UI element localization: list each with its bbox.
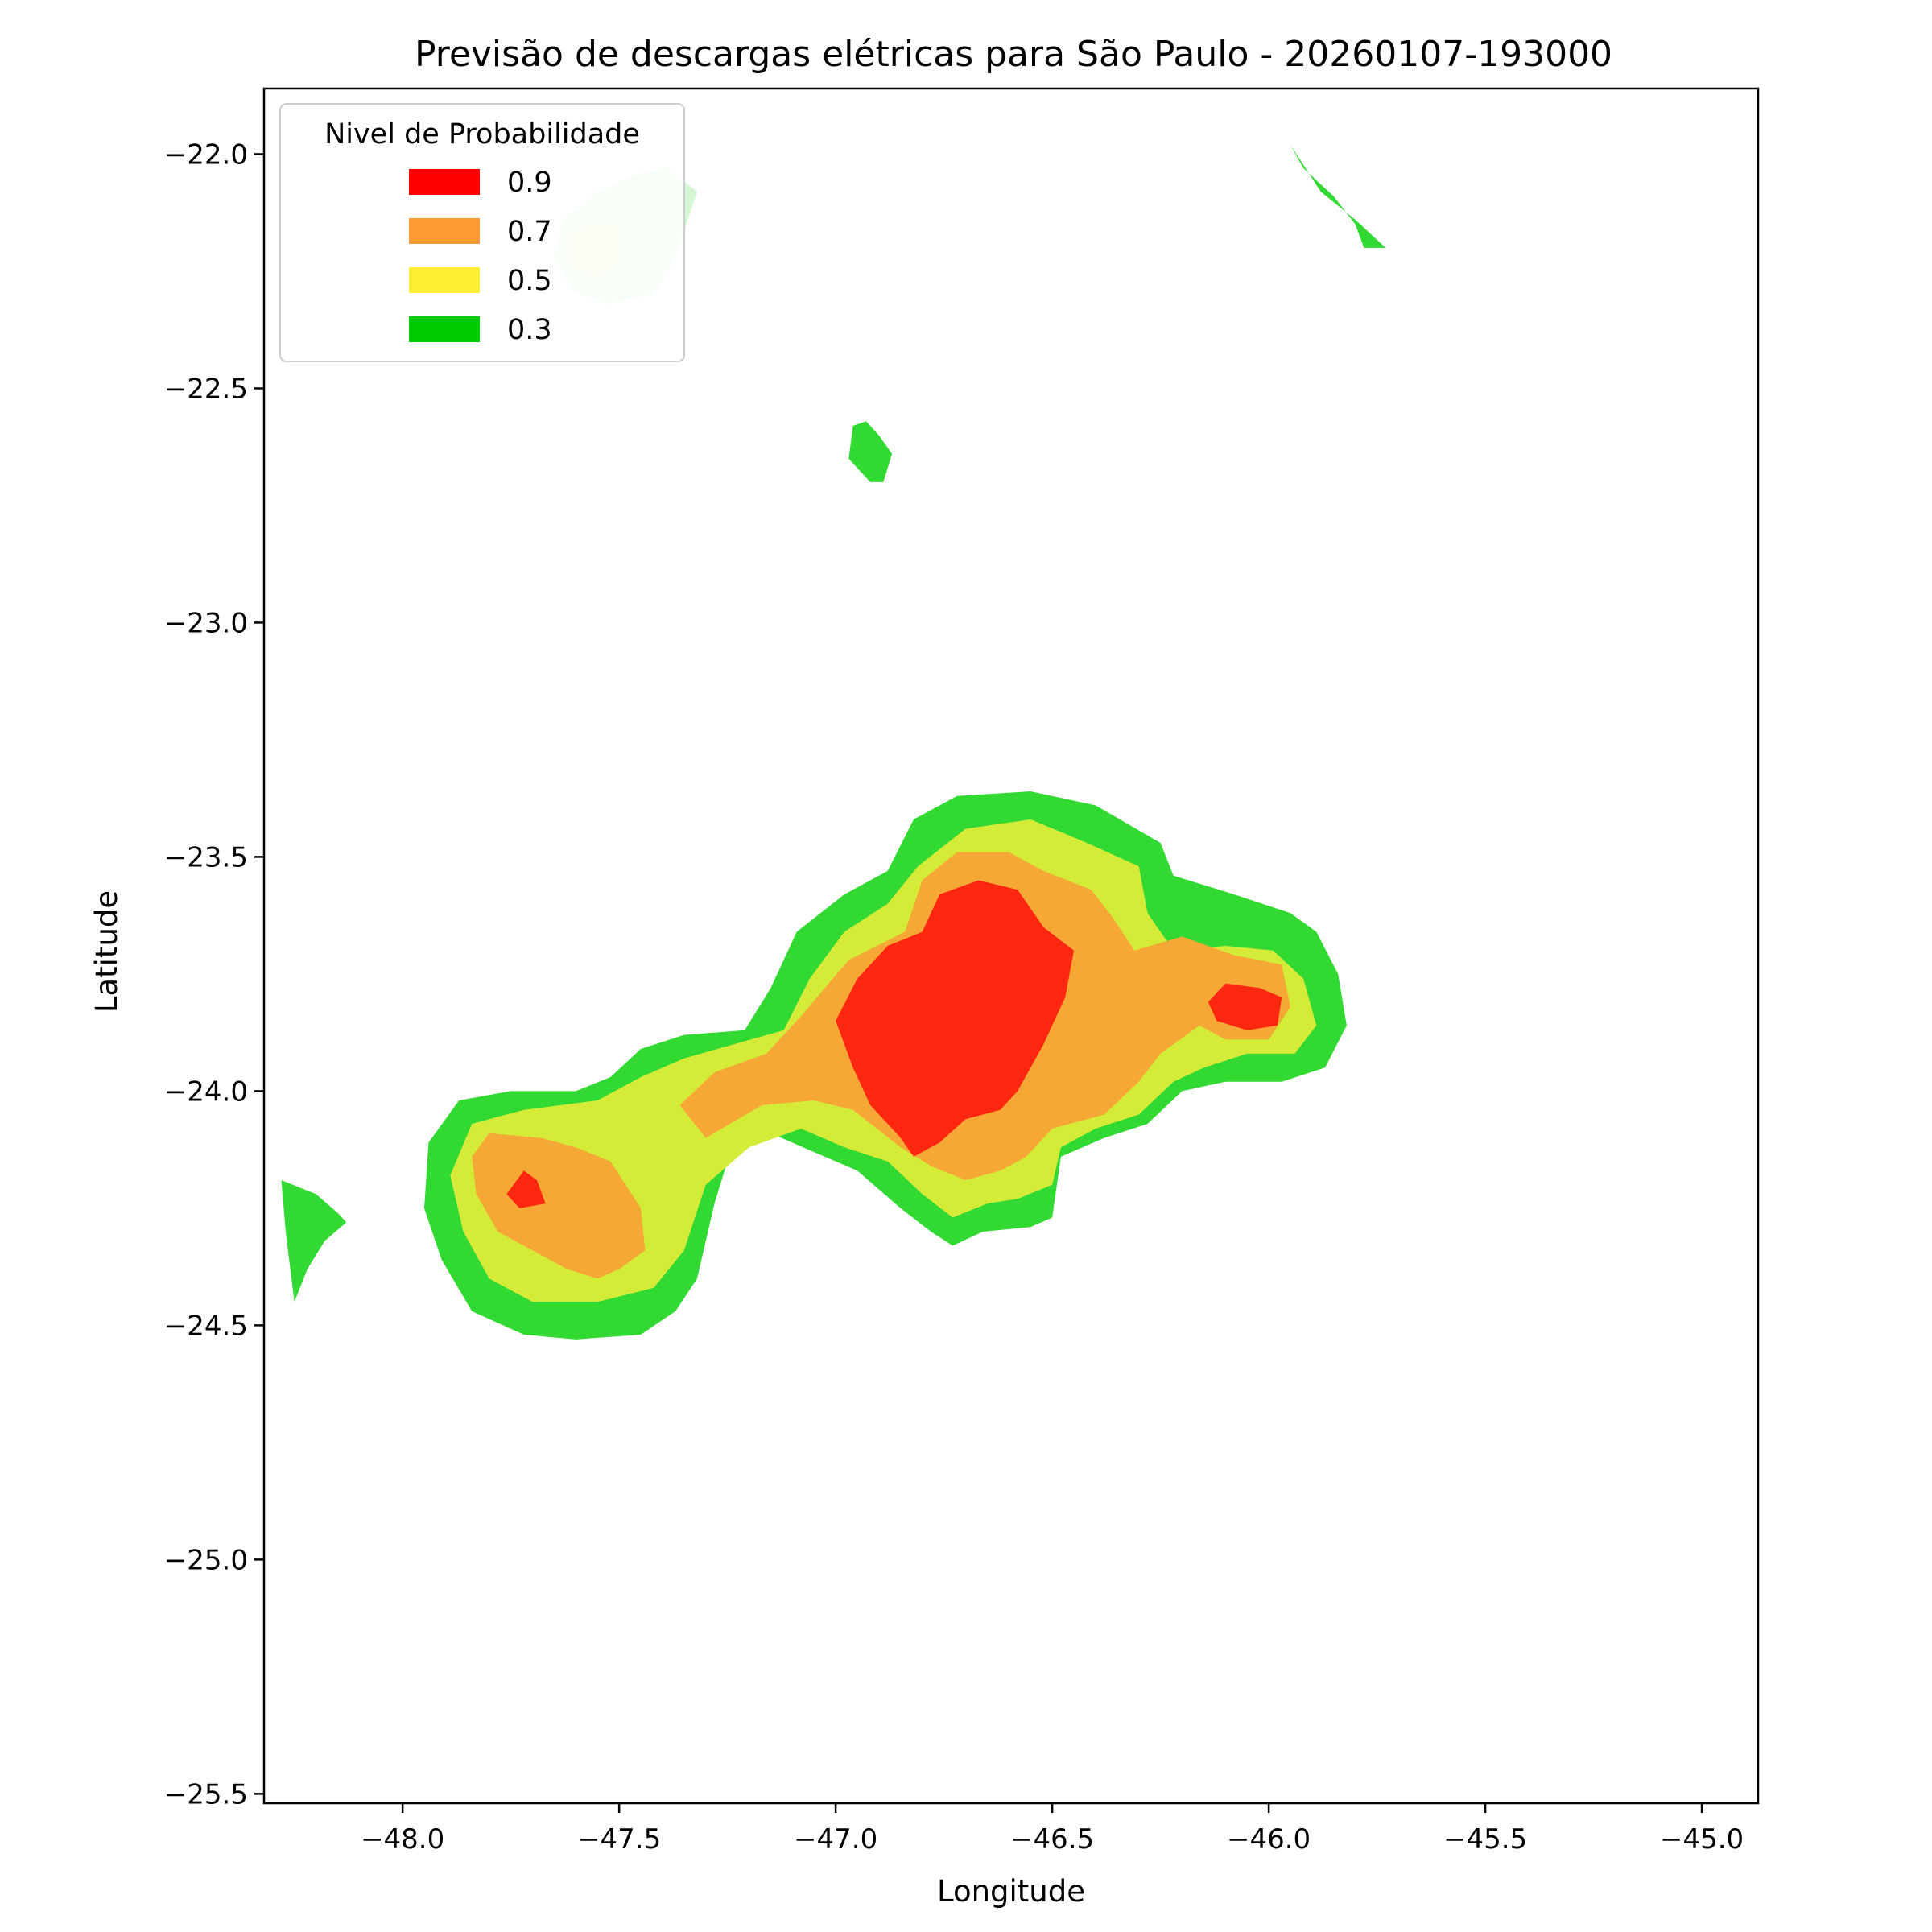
legend-label: 0.9 (507, 167, 552, 199)
legend-label: 0.5 (507, 265, 552, 297)
legend-label: 0.3 (507, 314, 552, 346)
contour-region-03-9 (281, 1180, 347, 1302)
y-tick-label: −23.5 (164, 841, 248, 873)
x-tick-label: −46.5 (1010, 1823, 1094, 1856)
plot-frame (262, 87, 1760, 1805)
y-tick-label: −23.0 (164, 607, 248, 639)
x-tick-label: −45.0 (1660, 1823, 1744, 1856)
legend-swatch (409, 267, 480, 293)
legend-swatch (409, 218, 480, 244)
x-tick-label: −47.0 (794, 1823, 877, 1856)
x-tick-label: −45.5 (1443, 1823, 1527, 1856)
y-tick-label: −22.0 (164, 138, 248, 171)
contour-region-09-4 (836, 880, 1074, 1157)
y-tick-label: −22.5 (164, 373, 248, 405)
x-axis-label: Longitude (937, 1874, 1085, 1909)
y-axis-label: Latitude (89, 890, 124, 1013)
contour-region-09-5 (1208, 983, 1282, 1030)
y-tick-label: −25.5 (164, 1778, 248, 1810)
legend-box (279, 103, 685, 362)
contour-regions (281, 144, 1386, 1340)
x-tick-label: −46.0 (1227, 1823, 1311, 1856)
legend-swatch (409, 316, 480, 342)
legend-swatch (409, 169, 480, 195)
legend-label: 0.7 (507, 216, 552, 248)
y-tick-label: −24.5 (164, 1310, 248, 1342)
legend-title: Nivel de Probabilidade (324, 118, 640, 151)
x-tick-label: −47.5 (577, 1823, 661, 1856)
contour-region-03-7 (848, 421, 893, 482)
legend-entries: 0.9 0.7 0.5 0.3 (409, 167, 552, 346)
y-axis-ticks: −22.0 −22.5 −23.0 −23.5 −24.0 −24.5 −25.0 −25.5 (164, 138, 264, 1810)
y-tick-label: −25.0 (164, 1544, 248, 1576)
contour-region-09-6 (506, 1170, 546, 1208)
x-axis-ticks: −48.0 −47.5 −47.0 −46.5 −46.0 −45.5 −45.0 (361, 1803, 1744, 1856)
contour-region-07-3 (472, 1133, 646, 1279)
chart-title: Previsão de descargas elétricas para São… (415, 34, 1612, 75)
x-tick-label: −48.0 (361, 1823, 444, 1856)
y-tick-label: −24.0 (164, 1075, 248, 1108)
legend: Nivel de Probabilidade 0.9 0.7 0.5 0.3 (279, 103, 685, 362)
